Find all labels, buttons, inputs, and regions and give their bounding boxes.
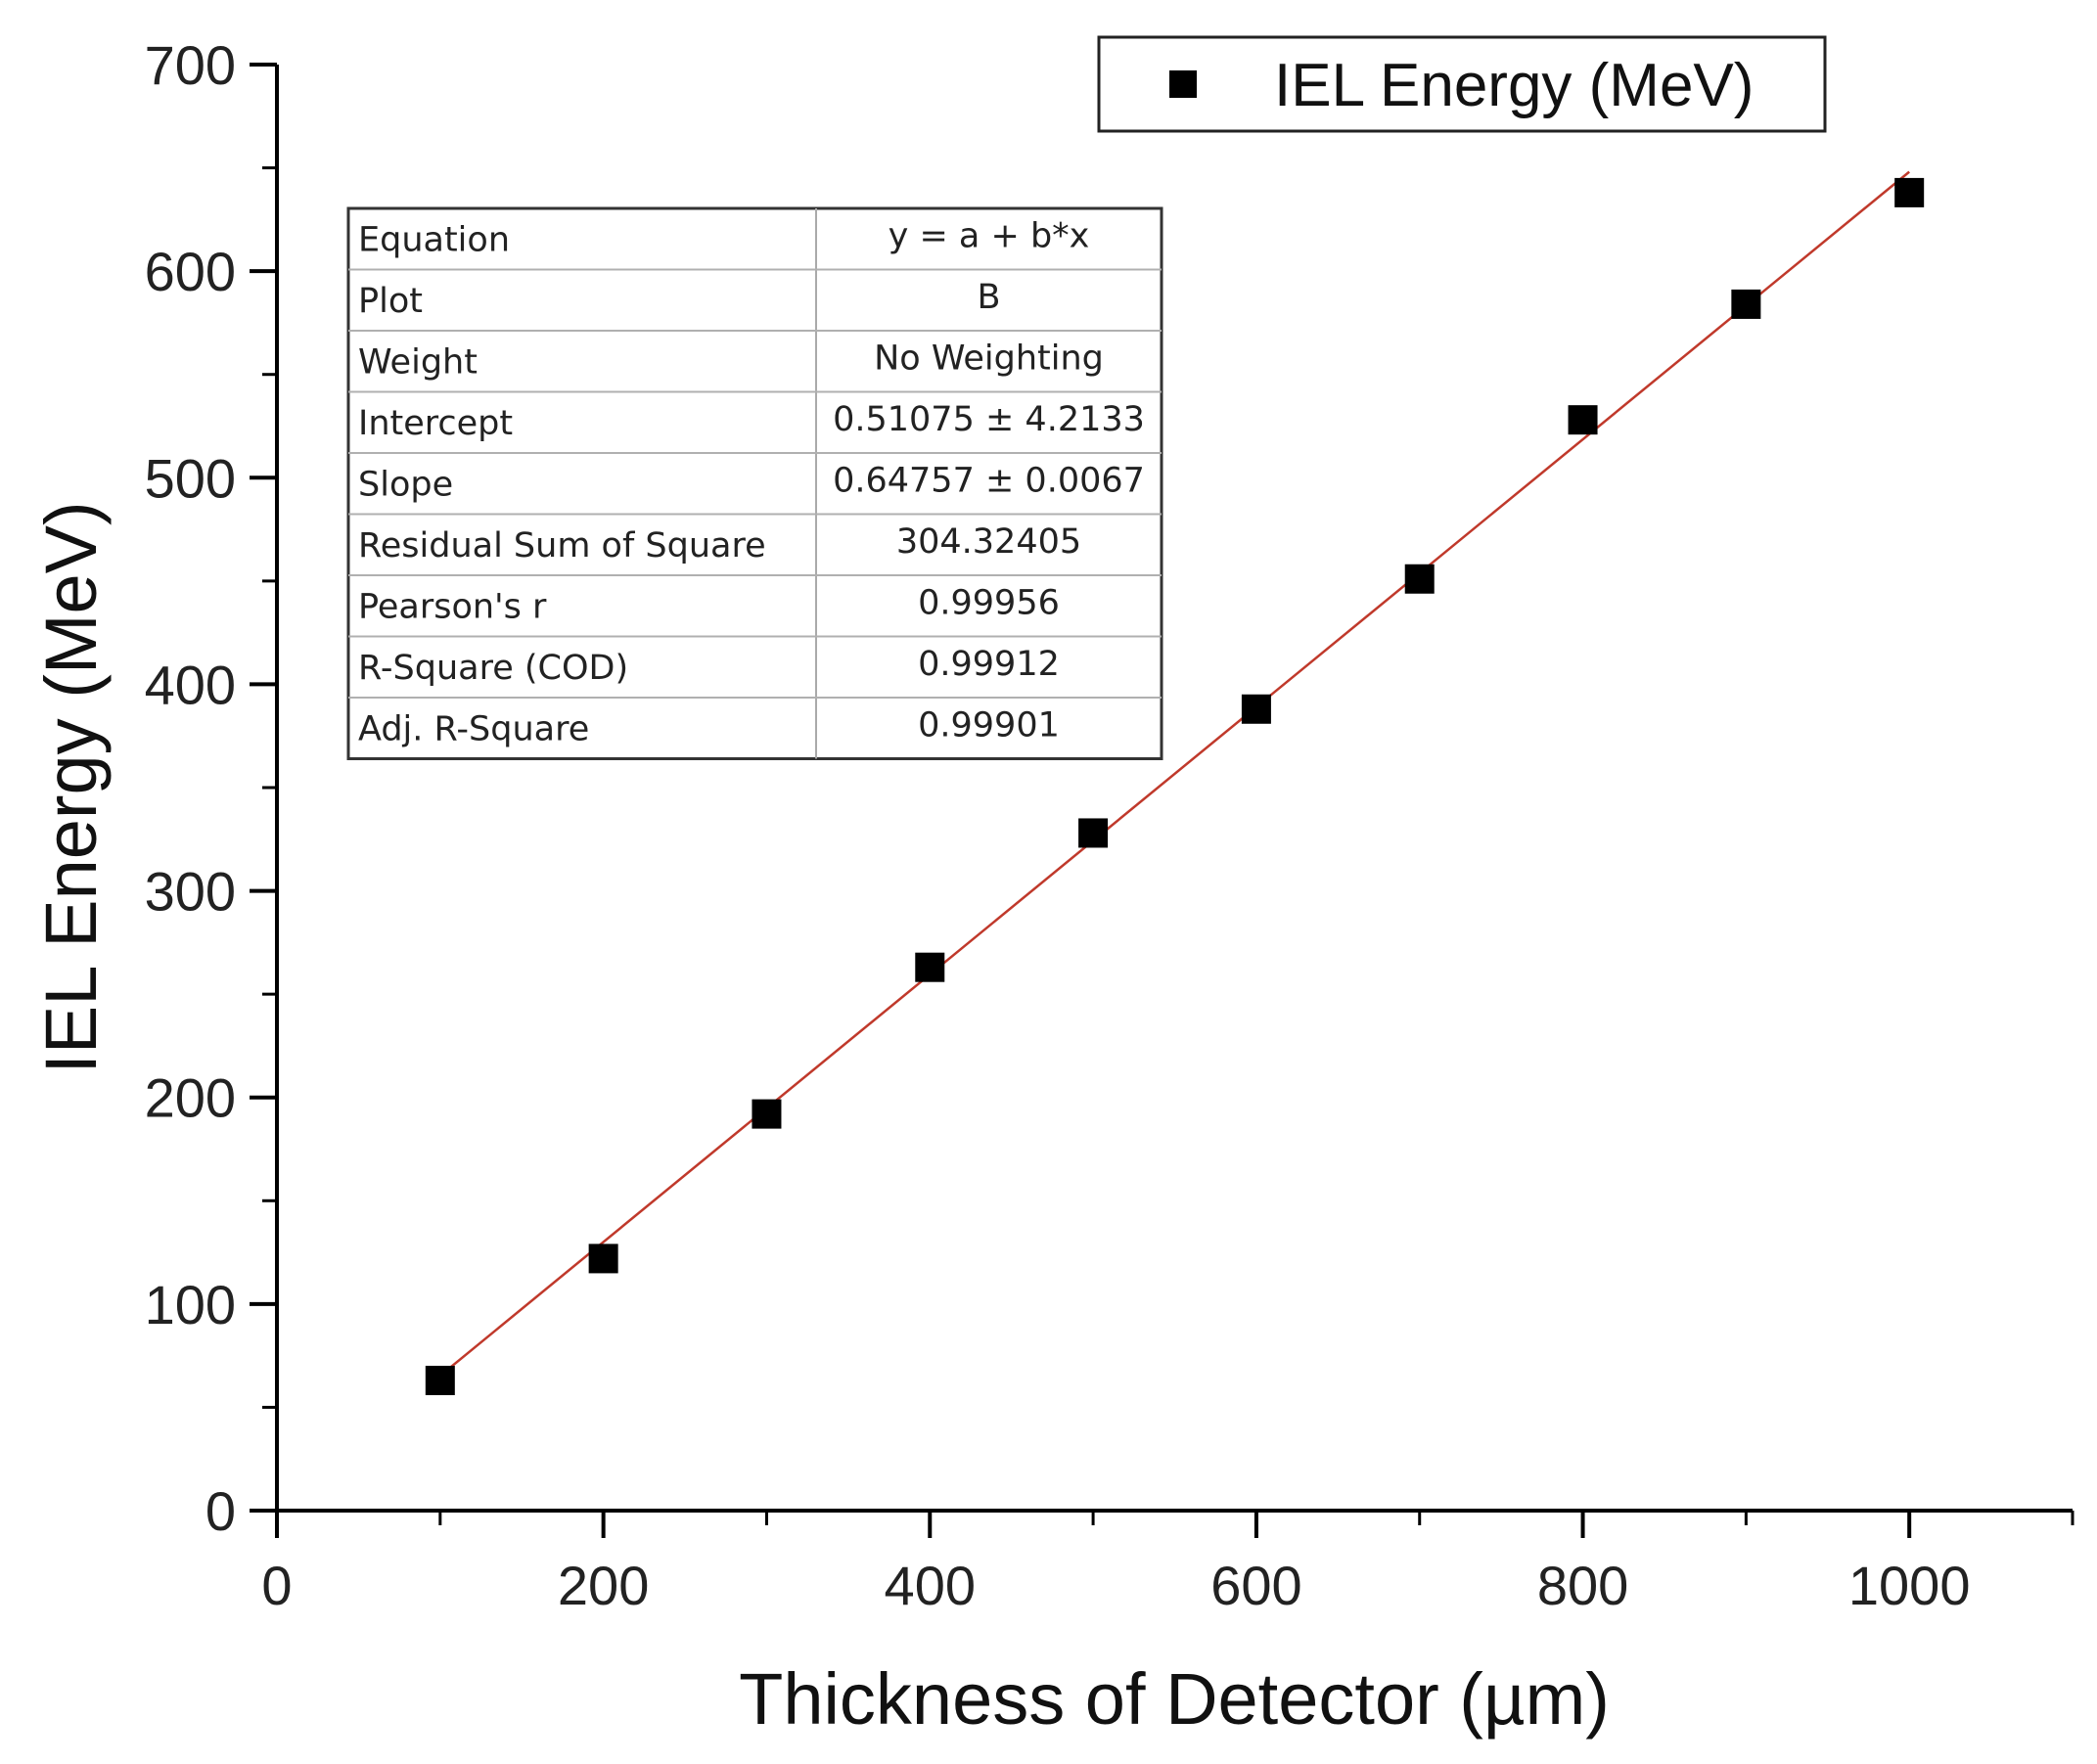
data-point: [425, 1365, 455, 1395]
y-axis-title: IEL Energy (MeV): [30, 501, 112, 1073]
fit-line: [439, 170, 1910, 1378]
legend: IEL Energy (MeV): [1097, 35, 1827, 133]
table-value: 304.32405: [896, 522, 1081, 562]
data-point: [1894, 177, 1925, 207]
legend-label: IEL Energy (MeV): [1274, 52, 1754, 119]
x-tick-label: 400: [885, 1555, 976, 1616]
table-value: No Weighting: [874, 339, 1104, 378]
x-tick-label: 600: [1210, 1555, 1301, 1616]
table-key: Intercept: [358, 404, 513, 443]
table-key: Equation: [358, 220, 510, 259]
table-key: Adj. R-Square: [358, 709, 589, 748]
table-value: y = a + b*x: [889, 216, 1090, 255]
data-points: [425, 177, 1925, 1395]
data-point: [1404, 564, 1435, 594]
data-point: [1568, 405, 1598, 435]
table-value: 0.51075 ± 4.2133: [833, 400, 1145, 439]
y-tick-label: 400: [145, 654, 236, 715]
data-point: [915, 952, 945, 982]
y-tick-label: 600: [145, 241, 236, 302]
table-key: Slope: [358, 465, 453, 504]
y-tick-label: 700: [145, 34, 236, 96]
table-value: 0.99912: [918, 645, 1060, 684]
y-tick-label: 100: [145, 1274, 236, 1335]
x-tick-label: 1000: [1848, 1555, 1971, 1616]
y-tick-label: 500: [145, 447, 236, 509]
x-tick-label: 0: [261, 1555, 292, 1616]
table-value: 0.99956: [918, 583, 1060, 622]
fit-layer: [439, 170, 1910, 1378]
table-key: Weight: [358, 342, 478, 382]
data-point: [1731, 289, 1761, 319]
x-tick-label: 200: [558, 1555, 649, 1616]
legend-box: [1097, 35, 1827, 133]
y-tick-label: 300: [145, 861, 236, 923]
table-key: Residual Sum of Square: [358, 526, 766, 565]
table-value: B: [977, 278, 1000, 317]
fit-results-table: Equation y = a + b*x Plot B Weight No Weighti…: [346, 206, 1163, 760]
table-key: R-Square (COD): [358, 649, 628, 688]
table-value: 0.64757 ± 0.0067: [833, 461, 1145, 500]
data-point: [1078, 818, 1109, 848]
table-key: Plot: [358, 282, 423, 321]
data-point: [588, 1244, 618, 1274]
axes: 0 100 200 300 400 500 600 700 0 200 400 600 800 1000: [145, 34, 2074, 1616]
table-border: [346, 206, 1163, 760]
data-point: [1241, 694, 1271, 724]
y-tick-label: 200: [145, 1067, 236, 1129]
x-tick-label: 800: [1537, 1555, 1628, 1616]
table-value: 0.99901: [918, 705, 1060, 745]
table-key: Pearson's r: [358, 587, 547, 626]
y-tick-label: 0: [205, 1480, 236, 1542]
data-point: [752, 1099, 782, 1129]
legend-marker: [1169, 70, 1197, 98]
x-axis-title: Thickness of Detector (µm): [739, 1658, 1610, 1740]
